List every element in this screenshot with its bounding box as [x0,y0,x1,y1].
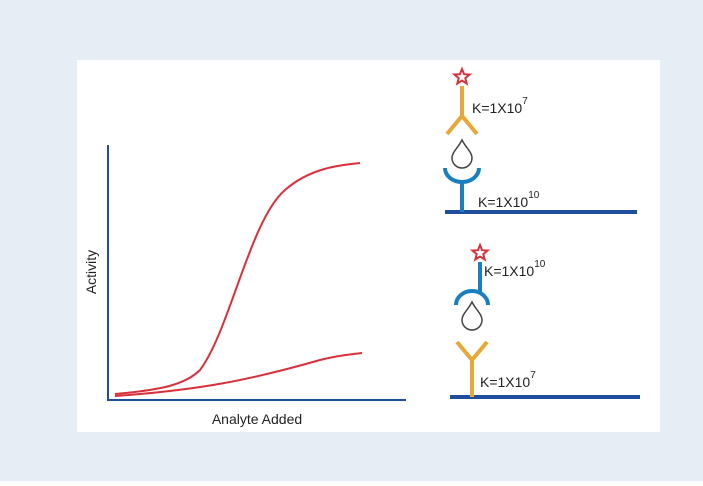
affinity-base: K=1X10 [478,194,528,210]
panel [77,60,660,432]
x-axis-label: Analyte Added [212,411,302,427]
y-axis-label: Activity [83,250,99,294]
affinity-exponent: 7 [530,370,536,381]
affinity-exponent: 7 [522,96,528,107]
page: Activity Analyte Added K=1X107 K=1X1010 … [0,0,703,481]
affinity-base: K=1X10 [484,263,534,279]
affinity-base: K=1X10 [480,374,530,390]
affinity-base: K=1X10 [472,100,522,116]
affinity-exponent: 10 [534,259,546,270]
affinity-exponent: 10 [528,190,540,201]
